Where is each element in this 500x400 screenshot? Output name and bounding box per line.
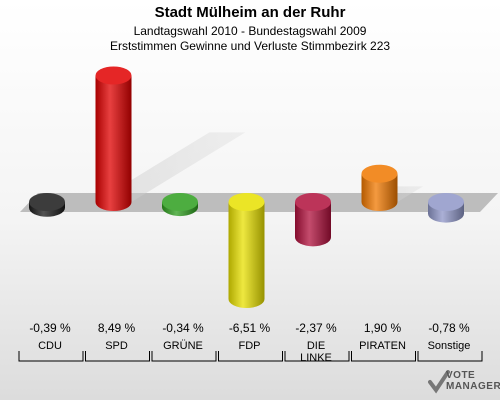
bar-die-linke	[295, 193, 331, 247]
bar-bottom-cap	[295, 228, 331, 247]
category-bracket	[351, 351, 416, 362]
category-bracket	[85, 351, 150, 362]
bar-grüne	[162, 193, 198, 217]
category-bracket	[284, 351, 350, 362]
bar-spd	[95, 66, 246, 211]
bar-top-cap	[428, 193, 464, 211]
value-label: 1,90 %	[364, 321, 402, 335]
category-bracket	[18, 351, 84, 362]
bar-bottom-cap	[95, 193, 132, 211]
bar-top-cap	[361, 164, 398, 183]
chart-title: Stadt Mülheim an der Ruhr	[154, 4, 346, 21]
value-label: 8,49 %	[98, 321, 136, 335]
category-bracket	[218, 351, 283, 362]
chart-subtitle-2: Erststimmen Gewinne und Verluste Stimmbe…	[109, 39, 391, 53]
bar-top-cap	[29, 193, 65, 211]
bar-fdp	[228, 193, 265, 308]
category-label: FDP	[239, 340, 261, 352]
category-label: LINKE	[300, 352, 332, 364]
bar-cdu	[29, 193, 65, 217]
category-label: Sonstige	[428, 340, 471, 352]
bar-sonstige	[428, 193, 464, 223]
bar-shadow	[95, 132, 246, 202]
category-label: SPD	[105, 340, 128, 352]
value-label: -0,39 %	[29, 321, 71, 335]
bar-bottom-cap	[228, 289, 265, 308]
bar-top-cap	[95, 66, 132, 85]
category-label: CDU	[38, 340, 62, 352]
chart-subtitle: Landtagswahl 2010 - Bundestagswahl 2009	[133, 24, 367, 38]
bar-top-cap	[295, 193, 331, 211]
bar-top-cap	[228, 193, 265, 211]
bar-top-cap	[162, 193, 198, 211]
category-label: PIRATEN	[359, 340, 406, 352]
category-label: DIE	[307, 340, 325, 352]
logo-line-1: VOTE	[446, 370, 476, 381]
value-label: -0,78 %	[428, 321, 470, 335]
category-bracket	[417, 351, 483, 362]
value-label: -0,34 %	[162, 321, 204, 335]
bar-body	[228, 202, 265, 299]
value-label: -2,37 %	[295, 321, 337, 335]
category-label: GRÜNE	[163, 340, 203, 352]
vote-manager-logo: VOTE MANAGER	[428, 368, 500, 398]
bar-bottom-cap	[361, 193, 398, 211]
checkmark-icon	[428, 370, 450, 394]
bar-body	[95, 75, 132, 202]
value-label: -6,51 %	[229, 321, 271, 335]
bar-piraten	[361, 164, 423, 211]
logo-line-2: MANAGER	[446, 381, 500, 392]
category-bracket	[151, 351, 217, 362]
